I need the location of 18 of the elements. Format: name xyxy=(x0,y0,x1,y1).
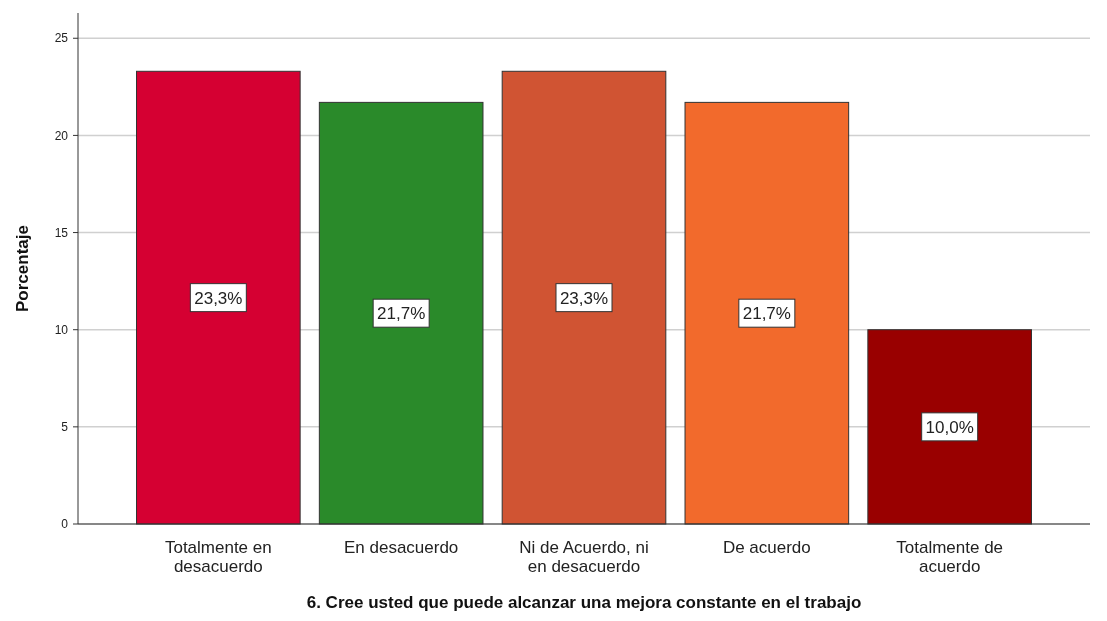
y-tick-label: 25 xyxy=(54,31,69,46)
y-tick-label: 20 xyxy=(54,128,69,143)
data-label: 21,7% xyxy=(377,304,426,324)
x-axis-title: 6. Cree usted que puede alcanzar una mejora constante en el trabajo xyxy=(306,593,862,612)
data-label: 10,0% xyxy=(925,417,974,437)
y-tick-label: 5 xyxy=(61,420,69,435)
y-tick-label: 10 xyxy=(54,322,69,337)
x-tick-label: Totalmente de acuerdo xyxy=(896,538,1004,576)
x-tick-label: Ni de Acuerdo, ni en desacuerdo xyxy=(519,538,649,576)
y-tick-label: 15 xyxy=(54,225,69,240)
data-label: 21,7% xyxy=(742,304,791,324)
data-label: 23,3% xyxy=(194,288,243,308)
x-tick-label: De acuerdo xyxy=(722,538,811,557)
y-tick-label: 0 xyxy=(61,517,69,532)
x-tick-label: Totalmente en desacuerdo xyxy=(164,538,272,576)
data-label: 23,3% xyxy=(559,288,609,308)
x-tick-label: En desacuerdo xyxy=(343,538,459,557)
y-axis-title: Porcentaje xyxy=(13,225,32,312)
